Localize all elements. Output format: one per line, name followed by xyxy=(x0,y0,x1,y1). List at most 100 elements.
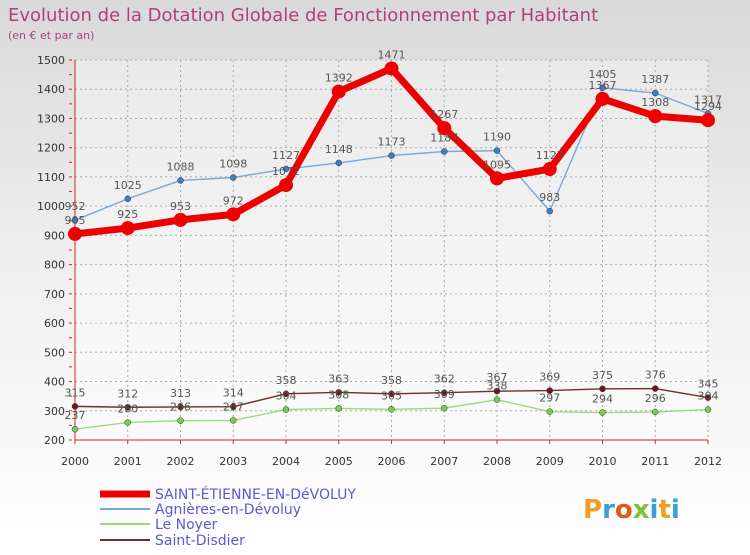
data-point xyxy=(546,207,553,215)
data-point xyxy=(599,409,606,416)
data-label: 953 xyxy=(170,200,191,213)
data-label: 952 xyxy=(65,200,86,213)
x-tick-label: 2003 xyxy=(219,455,247,468)
data-label: 1088 xyxy=(167,160,195,173)
x-tick-label: 2004 xyxy=(272,455,300,468)
data-label: 296 xyxy=(645,392,666,405)
data-point xyxy=(71,425,79,433)
data-label: 267 xyxy=(223,400,244,413)
x-tick-label: 2011 xyxy=(641,455,669,468)
logo-letter: i xyxy=(650,495,659,525)
data-point xyxy=(701,113,715,128)
data-point xyxy=(546,387,553,394)
data-label: 305 xyxy=(381,389,402,402)
logo-letter: r xyxy=(602,495,615,525)
y-tick-label: 400 xyxy=(44,376,65,389)
data-point xyxy=(173,212,188,227)
data-label: 376 xyxy=(645,369,666,382)
data-labels: 905 925 953 972 1072 1392 1471 1267 1095 1127 1367… xyxy=(65,48,723,422)
data-label: 1267 xyxy=(430,108,458,121)
legend: SAINT-ÉTIENNE-EN-DéVOLUYAgnières-en-Dévo… xyxy=(100,486,356,549)
legend-label: SAINT-ÉTIENNE-EN-DéVOLUY xyxy=(155,486,356,503)
data-point xyxy=(652,408,659,416)
data-label: 358 xyxy=(381,374,402,387)
y-tick-label: 700 xyxy=(44,288,65,301)
logo-letter: i xyxy=(671,495,680,525)
data-point xyxy=(493,147,501,154)
data-label: 1367 xyxy=(589,79,617,92)
data-point xyxy=(704,406,712,413)
legend-label: Saint-Disdier xyxy=(155,533,245,549)
x-tick-label: 2007 xyxy=(430,455,458,468)
logo-letter: x xyxy=(633,495,650,525)
x-tick-label: 2010 xyxy=(589,455,617,468)
data-point xyxy=(441,404,448,412)
data-point xyxy=(652,385,659,392)
data-label: 1317 xyxy=(694,93,722,106)
y-tick-label: 900 xyxy=(44,229,65,242)
logo-letter: P xyxy=(583,495,602,525)
data-label: 297 xyxy=(539,392,560,405)
data-label: 1025 xyxy=(114,179,142,192)
data-point xyxy=(71,216,79,224)
data-point xyxy=(493,396,501,403)
data-point xyxy=(124,195,131,203)
x-tick-label: 2006 xyxy=(378,455,406,468)
data-label: 1127 xyxy=(272,149,300,162)
data-label: 1405 xyxy=(589,68,617,81)
data-label: 309 xyxy=(434,388,455,401)
data-point xyxy=(384,61,399,76)
data-point xyxy=(68,226,82,241)
data-point xyxy=(331,84,346,99)
data-label: 1072 xyxy=(272,165,300,178)
data-label: 1098 xyxy=(219,158,247,171)
data-label: 308 xyxy=(328,388,349,401)
data-label: 363 xyxy=(328,372,349,385)
data-label: 260 xyxy=(117,402,138,415)
data-point xyxy=(388,152,395,159)
data-point xyxy=(595,91,610,106)
data-point xyxy=(282,406,290,413)
data-label: 905 xyxy=(65,214,86,227)
data-label: 358 xyxy=(276,374,297,387)
data-label: 294 xyxy=(592,393,613,406)
data-label: 1190 xyxy=(483,131,511,144)
data-point xyxy=(599,385,606,393)
data-point xyxy=(599,84,606,92)
data-point xyxy=(177,177,184,184)
data-point xyxy=(490,171,504,186)
data-label: 338 xyxy=(487,380,508,393)
data-label: 314 xyxy=(223,387,244,400)
data-label: 1294 xyxy=(694,100,722,113)
logo-letter: o xyxy=(615,495,633,525)
y-tick-label: 200 xyxy=(44,434,65,447)
y-tick-label: 1000 xyxy=(37,200,65,213)
data-point xyxy=(388,390,395,398)
data-label: 1127 xyxy=(536,149,564,162)
data-point xyxy=(120,221,135,236)
data-label: 313 xyxy=(170,387,191,400)
data-point xyxy=(335,159,342,167)
data-label: 315 xyxy=(65,386,86,399)
data-label: 1392 xyxy=(325,72,353,85)
legend-label: Le Noyer xyxy=(155,517,218,533)
data-label: 345 xyxy=(698,378,719,391)
data-point xyxy=(437,121,452,136)
x-tick-label: 2002 xyxy=(167,455,195,468)
data-point xyxy=(441,148,448,155)
data-point xyxy=(226,207,241,222)
data-label: 1187 xyxy=(430,131,458,144)
data-point xyxy=(177,417,184,424)
y-tick-label: 800 xyxy=(44,259,65,272)
axes: 200 300 400 500 600 700 800 900 1000 1100 1200 1300… xyxy=(37,54,722,468)
data-point xyxy=(230,174,237,181)
data-point xyxy=(388,406,395,413)
data-label: 369 xyxy=(539,371,560,384)
y-tick-label: 1300 xyxy=(37,112,65,125)
data-label: 925 xyxy=(117,208,138,221)
y-tick-label: 1500 xyxy=(37,54,65,67)
data-point xyxy=(282,165,290,173)
data-label: 972 xyxy=(223,194,244,207)
